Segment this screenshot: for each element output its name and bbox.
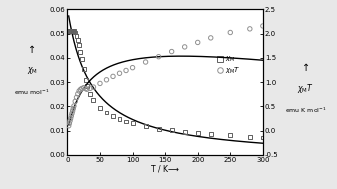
Point xyxy=(123,120,129,123)
Point xyxy=(117,72,122,75)
Point xyxy=(71,30,76,33)
Point xyxy=(247,135,252,138)
Point xyxy=(70,107,76,110)
Point xyxy=(91,86,96,89)
Point xyxy=(143,60,148,64)
Point xyxy=(67,30,73,33)
Point xyxy=(66,30,71,33)
Point xyxy=(84,84,90,87)
Point xyxy=(88,93,93,96)
Point xyxy=(84,88,90,91)
Point xyxy=(69,30,74,33)
Point xyxy=(97,82,103,85)
Point xyxy=(104,78,109,81)
Point xyxy=(69,114,74,117)
Point xyxy=(195,131,201,134)
Point xyxy=(110,75,116,78)
Point xyxy=(69,30,75,33)
Point xyxy=(182,130,187,133)
Point xyxy=(195,41,201,44)
Text: emu mol$^{-1}$: emu mol$^{-1}$ xyxy=(14,88,50,97)
Point xyxy=(110,115,116,118)
Point xyxy=(67,119,73,122)
Point xyxy=(67,122,72,125)
Point xyxy=(71,105,76,108)
Point xyxy=(81,67,86,70)
Point xyxy=(76,43,82,46)
Point xyxy=(83,87,88,90)
Point xyxy=(143,125,148,128)
Text: ↑: ↑ xyxy=(302,63,310,73)
Point xyxy=(75,92,81,95)
Point xyxy=(72,100,78,103)
Point xyxy=(78,88,83,91)
Point xyxy=(97,106,103,109)
Point xyxy=(78,50,83,53)
Point xyxy=(79,58,85,61)
Point xyxy=(169,50,174,53)
Point xyxy=(247,27,252,30)
Point xyxy=(208,132,213,135)
Point xyxy=(260,136,266,139)
Text: $\chi_{\rm M}$: $\chi_{\rm M}$ xyxy=(27,65,38,76)
Point xyxy=(74,96,79,99)
Point xyxy=(88,87,93,90)
Point xyxy=(72,31,78,34)
Point xyxy=(79,87,85,90)
Point xyxy=(104,111,109,114)
Point xyxy=(67,30,72,33)
Point xyxy=(117,118,122,121)
Point xyxy=(156,127,161,130)
Point xyxy=(68,30,73,33)
Point xyxy=(130,66,135,69)
Point xyxy=(227,31,233,34)
Text: $\chi_{\rm M}T$: $\chi_{\rm M}T$ xyxy=(298,81,314,94)
Text: ↑: ↑ xyxy=(28,45,36,55)
Point xyxy=(66,124,71,127)
Point xyxy=(74,35,79,38)
Point xyxy=(182,45,187,48)
Point xyxy=(208,36,213,39)
Point xyxy=(68,117,73,120)
Point xyxy=(70,109,75,112)
Point xyxy=(81,86,86,89)
Point xyxy=(91,99,96,102)
Point xyxy=(75,38,81,41)
Point xyxy=(70,30,75,33)
Text: emu K mol$^{-1}$: emu K mol$^{-1}$ xyxy=(285,105,327,115)
Point xyxy=(260,24,266,27)
X-axis label: T / K⟶: T / K⟶ xyxy=(151,164,179,174)
Point xyxy=(123,69,129,72)
Point xyxy=(83,78,88,81)
Point xyxy=(169,129,174,132)
Point xyxy=(70,30,76,33)
Point xyxy=(69,112,75,115)
Point xyxy=(76,89,82,92)
Point xyxy=(156,55,161,58)
Point xyxy=(227,134,233,137)
Point xyxy=(130,122,135,125)
Legend: $\chi_{\rm M}$, $\chi_{\rm M}T$: $\chi_{\rm M}$, $\chi_{\rm M}T$ xyxy=(216,54,242,77)
